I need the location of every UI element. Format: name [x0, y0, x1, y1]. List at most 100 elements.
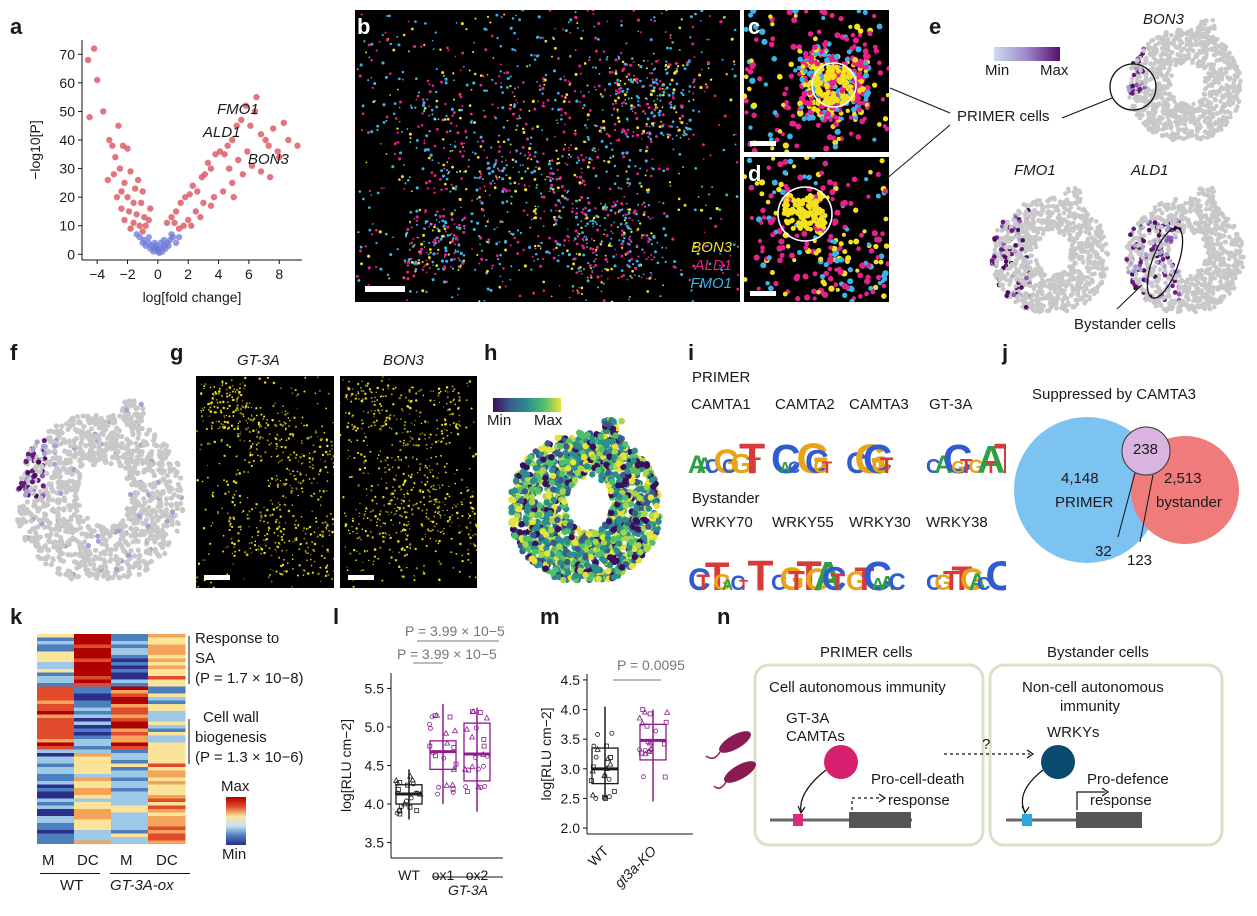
speckle	[450, 218, 454, 222]
speckle	[863, 97, 869, 102]
speckle	[594, 49, 598, 53]
speckle	[567, 80, 570, 83]
speckle	[434, 213, 438, 217]
cell-dot	[1051, 278, 1056, 284]
speckle	[803, 157, 810, 161]
speckle	[504, 248, 508, 252]
speckle	[471, 248, 473, 250]
speckle	[495, 242, 499, 246]
speckle	[410, 226, 413, 229]
speckle	[617, 276, 620, 280]
cell-dot	[1149, 125, 1155, 131]
speckle	[554, 27, 557, 30]
speckle	[537, 167, 541, 171]
cell-dot	[1023, 249, 1028, 254]
speckle	[824, 91, 830, 97]
speckle	[421, 167, 425, 171]
speckle	[729, 98, 733, 102]
cell-dot	[1024, 203, 1029, 209]
speckle	[586, 242, 588, 245]
speckle	[417, 125, 420, 128]
cell-dot	[1181, 121, 1187, 127]
data-point	[175, 225, 183, 232]
speckle	[498, 262, 502, 266]
cell-dot	[1081, 247, 1086, 253]
cell-dot	[1222, 59, 1227, 64]
cell-dot	[1035, 230, 1041, 235]
speckle	[385, 115, 389, 119]
speckle	[422, 109, 426, 113]
cell-dot	[1232, 72, 1238, 78]
speckle	[595, 88, 597, 91]
cell-dot	[1174, 60, 1179, 66]
speckle	[792, 258, 797, 263]
cell-dot	[1139, 97, 1144, 102]
speckle	[791, 198, 797, 204]
speckle	[537, 100, 540, 103]
data-point	[118, 188, 125, 195]
cell-dot	[1165, 37, 1171, 42]
speckle	[836, 136, 841, 142]
speckle	[407, 258, 411, 262]
speckle	[612, 107, 616, 111]
speckle	[612, 255, 616, 258]
cell-dot	[1020, 298, 1025, 303]
speckle	[567, 100, 571, 104]
speckle	[523, 184, 526, 187]
speckle	[424, 208, 427, 212]
cell-dot	[1165, 102, 1171, 108]
speckle	[569, 155, 572, 158]
cell-dot	[1035, 306, 1041, 312]
cell-dot	[1163, 59, 1168, 64]
speckle	[473, 41, 475, 44]
data-point	[130, 219, 137, 227]
speckle	[384, 75, 388, 79]
speckle	[682, 165, 685, 169]
speckle	[662, 212, 666, 215]
speckle	[467, 165, 470, 168]
speckle	[593, 239, 596, 242]
speckle	[486, 220, 489, 223]
speckle	[384, 232, 388, 236]
cell-dot	[1050, 204, 1056, 209]
speckle	[794, 233, 800, 238]
speckle	[423, 227, 427, 230]
speckle	[620, 242, 624, 246]
umap-panel-e	[880, 17, 1246, 315]
speckle	[476, 221, 480, 225]
speckle	[445, 169, 449, 172]
cell-dot	[1224, 82, 1230, 88]
speckle	[801, 116, 807, 122]
speckle	[453, 79, 455, 82]
speckle	[561, 155, 564, 158]
speckle	[442, 214, 446, 218]
panel-label-b: b	[357, 14, 371, 39]
speckle	[674, 61, 678, 65]
cell-dot	[1219, 47, 1225, 53]
speckle	[837, 79, 843, 85]
speckle	[649, 140, 653, 143]
speckle	[722, 148, 726, 152]
speckle	[658, 93, 662, 97]
speckle	[647, 240, 651, 244]
speckle	[435, 264, 439, 268]
speckle	[770, 22, 775, 27]
speckle	[646, 234, 649, 237]
cell-dot	[1039, 308, 1044, 314]
speckle	[650, 232, 653, 235]
speckle	[557, 198, 561, 203]
speckle	[808, 96, 814, 102]
cell-dot	[1228, 114, 1233, 120]
speckle	[616, 78, 620, 82]
speckle	[632, 60, 635, 63]
speckle	[367, 43, 371, 47]
cell-dot	[1066, 281, 1072, 287]
speckle	[428, 130, 431, 133]
speckle	[864, 89, 871, 96]
speckle	[554, 203, 558, 207]
speckle	[556, 57, 560, 60]
speckle	[855, 134, 861, 140]
data-point	[90, 45, 98, 52]
speckle	[582, 246, 586, 250]
speckle	[812, 296, 817, 301]
